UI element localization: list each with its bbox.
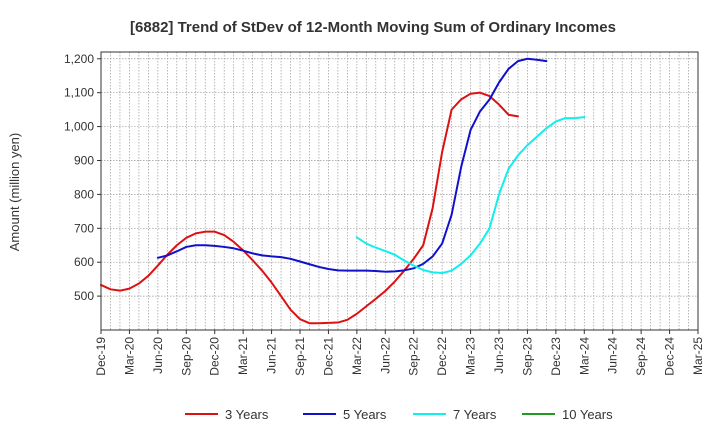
x-tick-label: Dec-20 — [208, 337, 222, 376]
y-tick-label: 800 — [74, 187, 94, 201]
y-tick-label: 1,200 — [64, 52, 94, 66]
legend-label: 5 Years — [343, 407, 387, 422]
x-tick-label: Dec-19 — [94, 337, 108, 376]
series-line-3-years — [100, 91, 519, 325]
plot-frame — [100, 51, 699, 331]
x-tick-label: Dec-21 — [321, 337, 335, 376]
x-tick-label: Sep-20 — [179, 337, 193, 376]
legend: 3 Years 5 Years 7 Years 10 Years — [185, 407, 613, 422]
y-tick-label: 700 — [74, 221, 94, 235]
x-tick-label: Sep-21 — [293, 337, 307, 376]
grid — [101, 52, 698, 330]
x-tick-label: Dec-22 — [435, 337, 449, 376]
y-tick-label: 1,100 — [64, 86, 94, 100]
chart-title: [6882] Trend of StDev of 12-Month Moving… — [130, 19, 616, 36]
x-tick-label: Mar-20 — [122, 337, 136, 375]
x-tick-label: Sep-23 — [520, 337, 534, 376]
x-tick-label: Mar-25 — [691, 337, 705, 375]
series-layer — [100, 57, 586, 325]
series-line-5-years — [156, 57, 548, 273]
x-tick-label: Mar-22 — [350, 337, 364, 375]
x-axis-ticks: Dec-19 Mar-20 Jun-20 Sep-20 Dec-20 Mar-21 Jun-… — [94, 330, 705, 376]
x-tick-label: Dec-23 — [549, 337, 563, 376]
x-tick-label: Sep-22 — [407, 337, 421, 376]
series-line-7-years — [355, 116, 586, 275]
x-tick-label: Mar-24 — [577, 337, 591, 375]
x-tick-label: Mar-23 — [464, 337, 478, 375]
x-tick-label: Dec-24 — [663, 337, 677, 376]
x-tick-label: Jun-21 — [265, 337, 279, 374]
legend-label: 10 Years — [562, 407, 613, 422]
x-tick-label: Sep-24 — [634, 337, 648, 376]
y-axis-label: Amount (million yen) — [7, 133, 22, 252]
legend-label: 3 Years — [225, 407, 269, 422]
x-tick-label: Mar-21 — [236, 337, 250, 375]
y-tick-label: 900 — [74, 153, 94, 167]
y-axis-ticks: 500 600 700 800 900 1,000 1,100 1,200 — [64, 52, 101, 303]
x-tick-label: Jun-23 — [492, 337, 506, 374]
x-tick-label: Jun-22 — [378, 337, 392, 374]
legend-label: 7 Years — [453, 407, 497, 422]
x-tick-label: Jun-24 — [606, 337, 620, 374]
x-tick-label: Jun-20 — [151, 337, 165, 374]
y-tick-label: 600 — [74, 255, 94, 269]
y-tick-label: 500 — [74, 289, 94, 303]
y-tick-label: 1,000 — [64, 120, 94, 134]
